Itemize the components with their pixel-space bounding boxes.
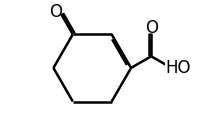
Text: O: O	[49, 3, 62, 21]
Text: O: O	[145, 19, 158, 37]
Text: HO: HO	[166, 59, 191, 77]
